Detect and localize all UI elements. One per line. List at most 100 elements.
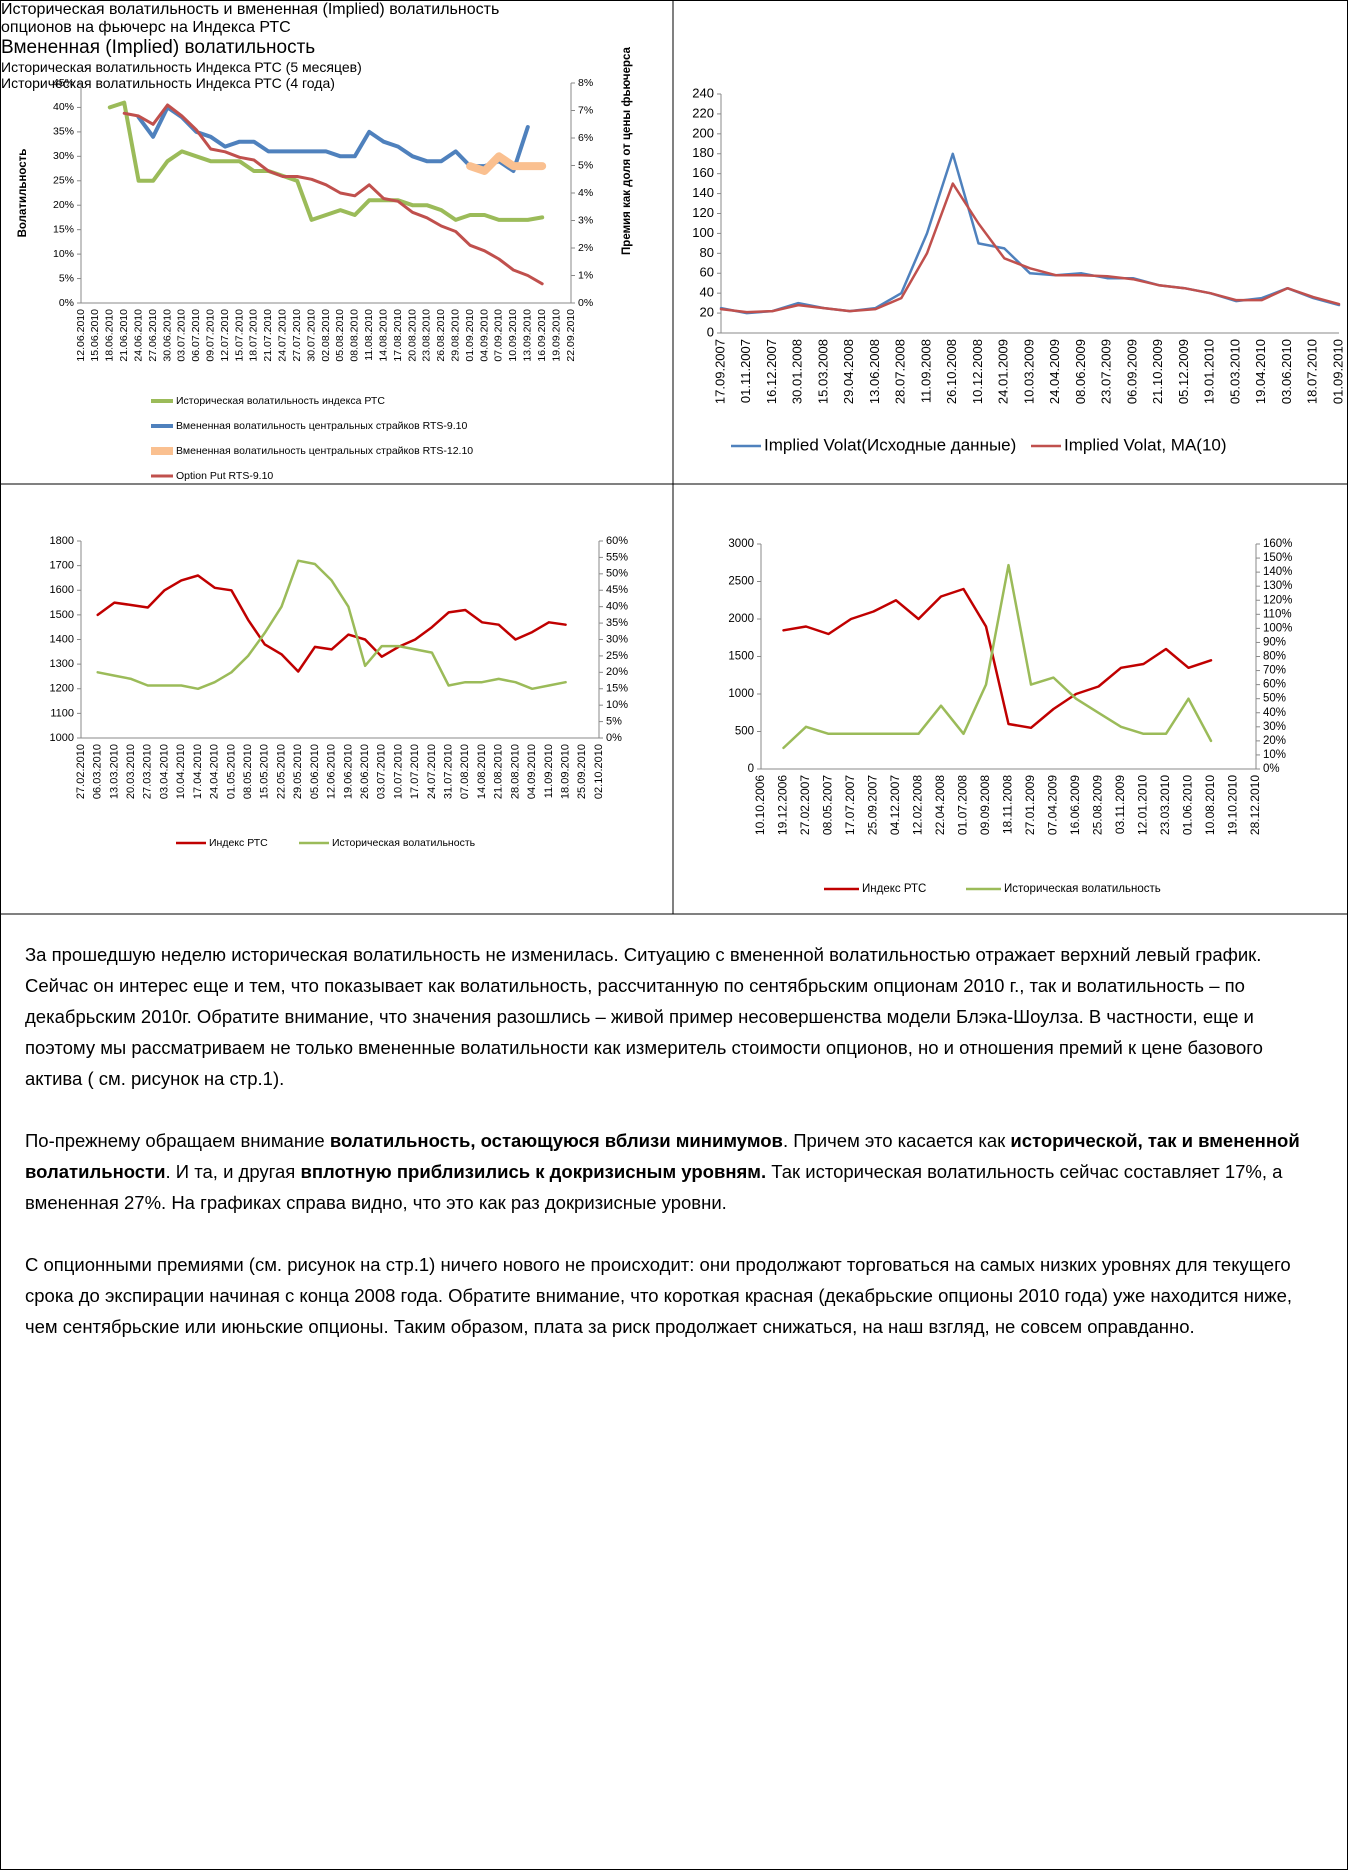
x-tick-label: 05.12.2009 — [1176, 339, 1191, 404]
y2-tick-label: 160% — [1263, 538, 1292, 550]
x-tick-label: 30.06.2010 — [161, 309, 173, 362]
x-tick-label: 19.10.2010 — [1226, 775, 1240, 835]
y-tick-label: 1400 — [50, 633, 74, 645]
y2-tick-label: 80% — [1263, 651, 1286, 663]
y2-tick-label: 30% — [606, 633, 628, 645]
y-tick-label: 1000 — [728, 688, 754, 700]
x-tick-label: 08.05.2010 — [242, 744, 254, 799]
series-line — [782, 563, 1213, 750]
x-tick-label: 20.03.2010 — [125, 744, 137, 799]
paragraph: С опционными премиями (см. рисунок на ст… — [25, 1249, 1325, 1342]
y-tick-label: 180 — [692, 145, 714, 160]
x-tick-label: 19.06.2010 — [342, 744, 354, 799]
x-tick-label: 29.08.2010 — [449, 309, 461, 362]
x-tick-label: 12.02.2008 — [911, 775, 925, 835]
x-tick-label: 13.09.2010 — [522, 309, 534, 362]
legend-label: Вмененная волатильность центральных стра… — [176, 420, 467, 432]
x-tick-label: 15.06.2010 — [89, 309, 101, 362]
x-tick-label: 04.12.2007 — [888, 775, 902, 835]
x-tick-label: 08.08.2010 — [349, 309, 361, 362]
x-tick-label: 24.07.2010 — [277, 309, 289, 362]
y-tick-label: 1800 — [50, 535, 74, 547]
y-tick-label: 1200 — [50, 683, 74, 695]
y2-tick-label: 70% — [1263, 665, 1286, 677]
x-tick-label: 27.06.2010 — [147, 309, 159, 362]
legend-label: Implied Volat(Исходные данные) — [764, 435, 1016, 454]
x-tick-label: 25.09.2010 — [576, 744, 588, 799]
y-tick-label: 1500 — [50, 609, 74, 621]
x-tick-label: 21.06.2010 — [118, 309, 130, 362]
y-tick-label: 0 — [707, 324, 714, 339]
x-tick-label: 16.09.2010 — [536, 309, 548, 362]
x-tick-label: 07.09.2010 — [493, 309, 505, 362]
series-line — [466, 152, 547, 175]
y-tick-label: 10% — [53, 248, 74, 260]
charts: 0% 5% 10% 15% 20% 25% 30% 35% 40% 45% 0% 1% 2% 3% 4% 5%… — [1, 1, 1347, 915]
x-tick-label: 25.09.2007 — [866, 775, 880, 835]
y2-tick-label: 10% — [1263, 749, 1286, 761]
x-tick-label: 31.07.2010 — [443, 744, 455, 799]
y2-tick-label: 20% — [606, 666, 628, 678]
x-tick-label: 08.06.2009 — [1073, 339, 1088, 404]
x-tick-label: 28.08.2010 — [509, 744, 521, 799]
y2-tick-label: 25% — [606, 650, 628, 662]
text-run: . И та, и другая — [165, 1161, 301, 1182]
series-line — [719, 182, 1341, 314]
x-tick-label: 27.07.2010 — [291, 309, 303, 362]
x-tick-label: 05.08.2010 — [334, 309, 346, 362]
legend-label: Историческая волатильность — [332, 837, 476, 849]
x-tick-label: 03.11.2009 — [1113, 775, 1127, 834]
x-tick-label: 10.09.2010 — [507, 309, 519, 362]
x-tick-label: 09.09.2008 — [978, 775, 992, 835]
series-line — [122, 103, 544, 286]
bold-text: вплотную приблизились к докризисным уров… — [300, 1161, 767, 1182]
y2-tick-label: 40% — [1263, 707, 1286, 719]
y2-tick-label: 10% — [606, 699, 628, 711]
y-tick-label: 1500 — [728, 651, 754, 663]
x-tick-label: 03.07.2010 — [176, 309, 188, 362]
x-tick-label: 19.12.2006 — [776, 775, 790, 835]
y2-tick-label: 0% — [578, 297, 593, 309]
y-tick-label: 1100 — [50, 707, 74, 719]
x-tick-label: 01.09.2010 — [464, 309, 476, 362]
y2-tick-label: 55% — [606, 551, 628, 563]
x-tick-label: 01.05.2010 — [225, 744, 237, 799]
x-tick-label: 27.02.2007 — [798, 775, 812, 835]
x-tick-label: 30.01.2008 — [790, 339, 805, 404]
x-tick-label: 19.09.2010 — [550, 309, 562, 362]
y-tick-label: 45% — [53, 77, 74, 89]
y2-tick-label: 3% — [578, 214, 593, 226]
y2-tick-label: 130% — [1263, 580, 1292, 592]
text-run: . Причем это касается как — [782, 1130, 1011, 1151]
x-tick-label: 01.06.2010 — [1181, 775, 1195, 835]
y-tick-label: 2000 — [728, 613, 754, 625]
y2-tick-label: 35% — [606, 617, 628, 629]
legend-label: Индекс РТС — [862, 883, 926, 895]
legend-label: Историческая волатильность индекса РТС — [176, 395, 385, 407]
x-tick-label: 29.04.2008 — [841, 339, 856, 404]
y-tick-label: 40 — [700, 285, 714, 300]
y-tick-label: 220 — [692, 105, 714, 120]
x-tick-label: 11.09.2010 — [543, 744, 555, 798]
x-tick-label: 22.04.2008 — [933, 775, 947, 835]
y2-tick-label: 15% — [606, 683, 628, 695]
series-line — [136, 105, 530, 173]
y-tick-label: 20 — [700, 305, 714, 320]
y-tick-label: 500 — [735, 726, 754, 738]
x-tick-label: 25.08.2009 — [1091, 775, 1105, 835]
x-tick-label: 19.01.2010 — [1202, 339, 1217, 404]
series-line — [96, 559, 567, 691]
x-tick-label: 23.08.2010 — [421, 309, 433, 362]
y2-tick-label: 50% — [606, 568, 628, 580]
series-line — [782, 587, 1213, 730]
y2-tick-label: 100% — [1263, 622, 1292, 634]
x-tick-label: 24.04.2010 — [209, 744, 221, 799]
x-tick-label: 26.06.2010 — [359, 744, 371, 799]
x-tick-label: 12.06.2010 — [326, 744, 338, 799]
y2-tick-label: 30% — [1263, 721, 1286, 733]
y2-tick-label: 45% — [606, 584, 628, 596]
y2-tick-label: 6% — [578, 132, 593, 144]
y-tick-label: 0% — [59, 297, 74, 309]
y-tick-label: 25% — [53, 175, 74, 187]
